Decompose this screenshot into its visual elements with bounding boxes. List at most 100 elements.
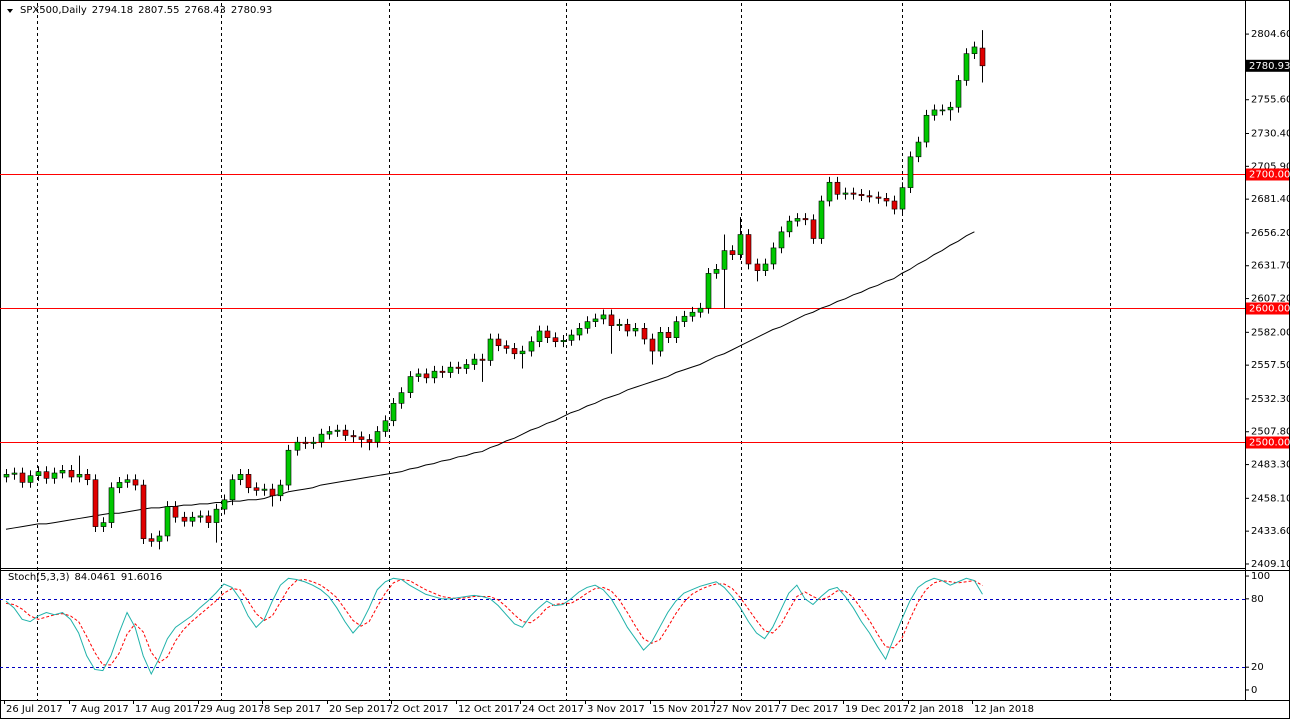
candle-body bbox=[76, 474, 83, 478]
candle-body bbox=[802, 218, 809, 221]
candle-body bbox=[641, 328, 648, 340]
candle-body bbox=[68, 470, 75, 478]
level-label: 2700.00 bbox=[1249, 170, 1290, 181]
candle-body bbox=[979, 47, 986, 67]
candle-body bbox=[334, 429, 341, 432]
candle-body bbox=[705, 273, 712, 309]
x-tick-label: 12 Oct 2017 bbox=[458, 704, 520, 715]
candle-body bbox=[657, 332, 664, 352]
candle-body bbox=[616, 323, 623, 326]
candle-body bbox=[487, 338, 494, 361]
candle-body bbox=[172, 506, 179, 518]
candle-body bbox=[528, 341, 535, 352]
candle-body bbox=[407, 376, 414, 393]
candle-body bbox=[148, 538, 155, 542]
x-tick-label: 8 Sep 2017 bbox=[264, 704, 321, 715]
candle-body bbox=[35, 471, 42, 476]
candle-body bbox=[84, 474, 91, 481]
candle-body bbox=[92, 479, 99, 527]
candle-body bbox=[729, 250, 736, 255]
y-tick-label: 2607.20 bbox=[1251, 294, 1290, 305]
x-tick-label: 27 Nov 2017 bbox=[716, 704, 780, 715]
x-tick-label: 2 Oct 2017 bbox=[393, 704, 448, 715]
candle-body bbox=[963, 53, 970, 81]
candle-body bbox=[285, 449, 292, 486]
candle-body bbox=[197, 515, 204, 518]
y-tick-label: 2804.60 bbox=[1251, 29, 1290, 40]
y-tick-label: 2582.00 bbox=[1251, 327, 1290, 338]
x-tick-label: 24 Oct 2017 bbox=[522, 704, 584, 715]
candle-body bbox=[673, 321, 680, 338]
candle-body bbox=[971, 46, 978, 54]
candle-body bbox=[915, 141, 922, 158]
candle-body bbox=[850, 192, 857, 195]
candle-body bbox=[390, 403, 397, 422]
candle-body bbox=[479, 358, 486, 361]
candle-body bbox=[584, 321, 591, 329]
candle-body bbox=[955, 80, 962, 108]
candle-body bbox=[600, 314, 607, 320]
candle-body bbox=[108, 487, 115, 523]
y-tick-label: 2631.70 bbox=[1251, 261, 1290, 272]
period-separators bbox=[37, 3, 1111, 700]
x-tick-label: 12 Jan 2018 bbox=[974, 704, 1034, 715]
candle-body bbox=[786, 220, 793, 233]
x-tick-label: 17 Aug 2017 bbox=[135, 704, 199, 715]
price-label-box bbox=[1246, 59, 1289, 72]
candle-body bbox=[778, 231, 785, 249]
candle-body bbox=[875, 196, 882, 199]
candle-body bbox=[899, 187, 906, 210]
y-tick-label: 2705.90 bbox=[1251, 161, 1290, 172]
candle-body bbox=[503, 345, 510, 349]
y-tick-label: 2730.40 bbox=[1251, 128, 1290, 139]
candle-body bbox=[11, 472, 18, 475]
x-tick-label: 7 Dec 2017 bbox=[781, 704, 839, 715]
y-tick-label: 2458.10 bbox=[1251, 493, 1290, 504]
candle-body bbox=[302, 441, 309, 444]
candle-body bbox=[132, 479, 139, 486]
candle-body bbox=[455, 366, 462, 369]
header-value: 2794.18 bbox=[91, 5, 134, 16]
candle-body bbox=[592, 318, 599, 322]
candle-body bbox=[923, 114, 930, 143]
candle-body bbox=[294, 441, 301, 451]
candle-body bbox=[794, 218, 801, 222]
menu-arrow[interactable] bbox=[7, 9, 13, 13]
candle-body bbox=[681, 315, 688, 322]
candle-body bbox=[810, 219, 817, 239]
level-label: 2600.00 bbox=[1249, 304, 1290, 315]
candle-body bbox=[608, 314, 615, 326]
candle-body bbox=[939, 109, 946, 112]
candle-body bbox=[649, 338, 656, 352]
candle-body bbox=[269, 488, 276, 497]
candle-body bbox=[560, 340, 567, 343]
stoch-y-tick-label: 20 bbox=[1251, 662, 1264, 673]
y-tick-label: 2755.60 bbox=[1251, 95, 1290, 106]
y-tick-label: 2532.30 bbox=[1251, 394, 1290, 405]
candle-body bbox=[495, 338, 502, 347]
candle-body bbox=[366, 439, 373, 443]
candle-body bbox=[423, 373, 430, 379]
candle-body bbox=[398, 392, 405, 404]
x-tick-label: 7 Aug 2017 bbox=[71, 704, 129, 715]
chart-header: SPX500,Daily 2794.18 2807.55 2768.43 278… bbox=[20, 5, 272, 16]
candle-body bbox=[310, 441, 317, 444]
candle-body bbox=[745, 234, 752, 265]
candle-body bbox=[116, 482, 123, 489]
candle-body bbox=[124, 479, 131, 483]
candle-body bbox=[431, 370, 438, 379]
stoch-d-value: 91.6016 bbox=[120, 572, 163, 583]
candle-body bbox=[439, 370, 446, 373]
candle-body bbox=[447, 366, 454, 373]
x-tick-label: 2 Jan 2018 bbox=[910, 704, 964, 715]
stoch-name: Stoch(5,3,3) bbox=[8, 572, 70, 583]
candle-body bbox=[415, 373, 422, 377]
candle-body bbox=[43, 471, 50, 479]
candle-body bbox=[883, 198, 890, 202]
candle-body bbox=[350, 435, 357, 438]
stoch-y-tick-label: 0 bbox=[1251, 685, 1257, 696]
candle-body bbox=[245, 474, 252, 489]
candle-body bbox=[463, 364, 470, 369]
candle-body bbox=[3, 474, 10, 478]
